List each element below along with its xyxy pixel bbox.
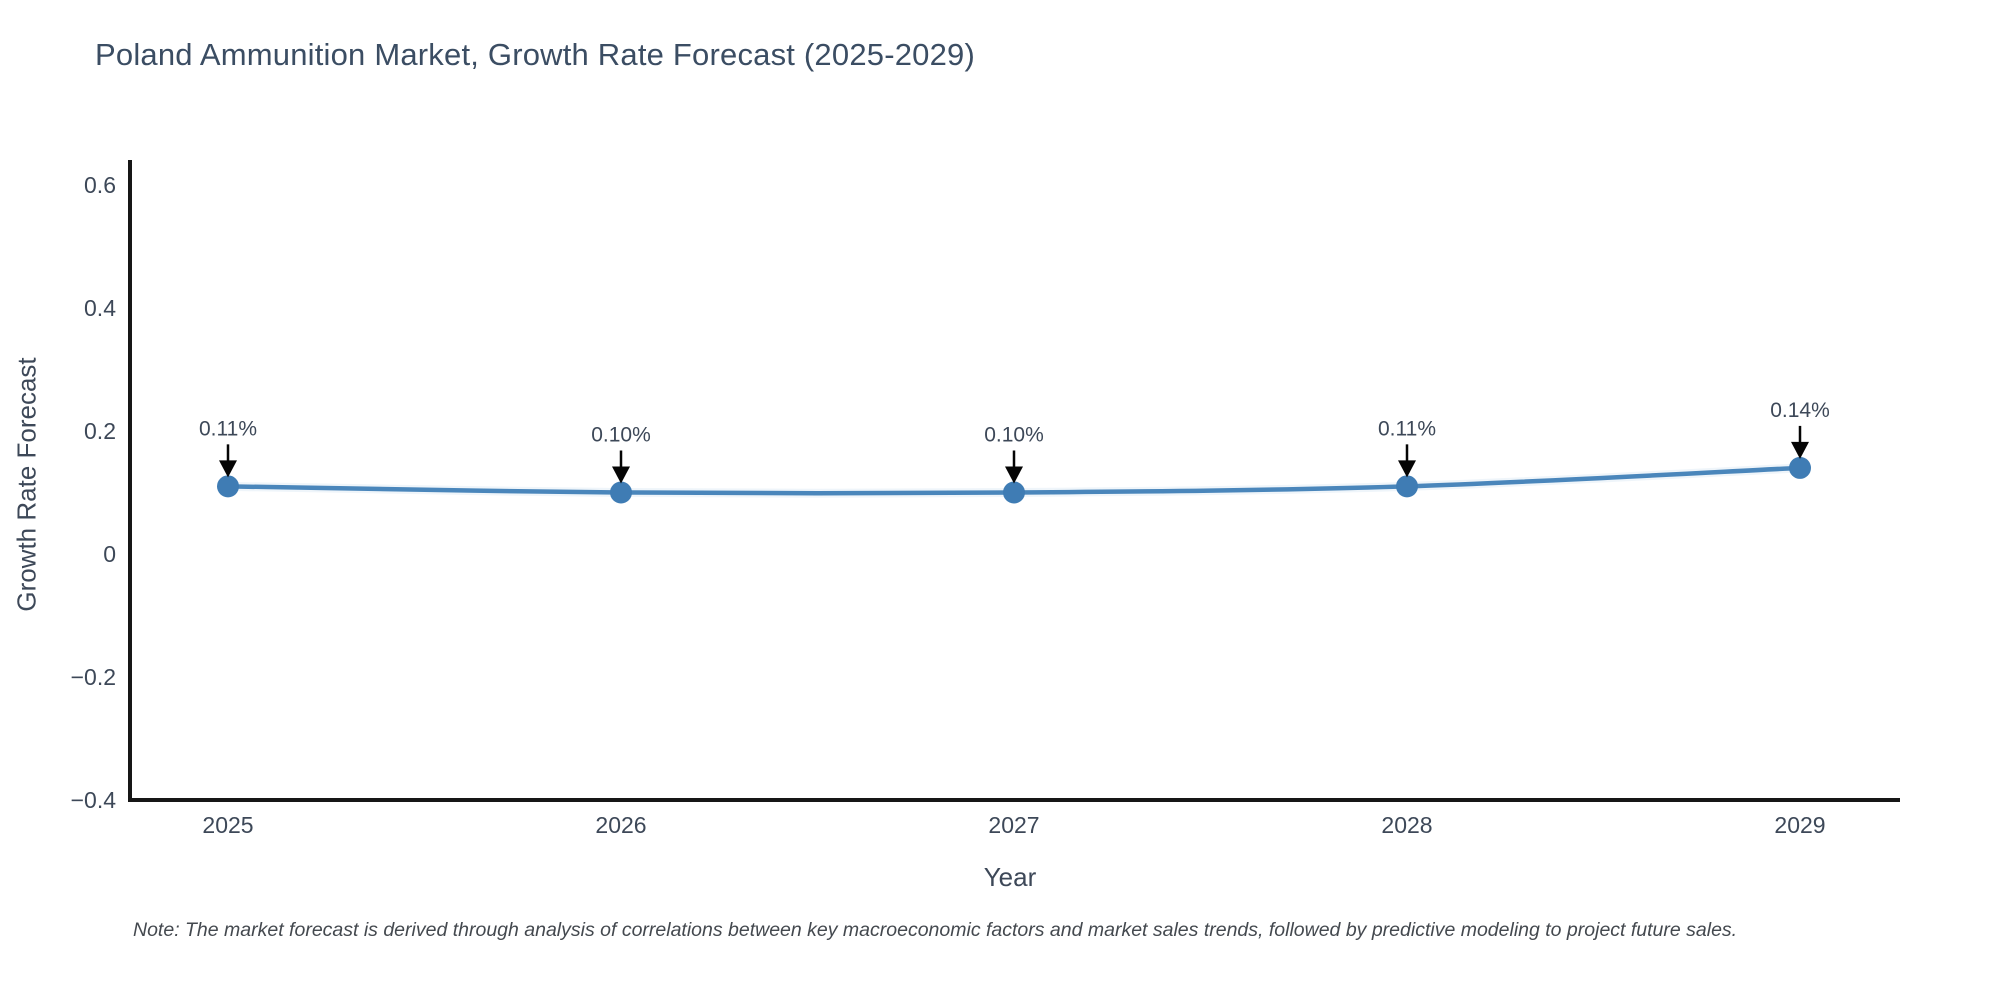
- data-point-marker: [610, 481, 632, 504]
- data-point-marker: [1396, 475, 1418, 498]
- annotation-arrow-head: [1791, 441, 1809, 459]
- annotation-arrow-head: [1398, 460, 1416, 478]
- data-point-label: 0.10%: [984, 424, 1044, 447]
- x-axis-title: Year: [983, 862, 1037, 892]
- data-point-marker: [1003, 481, 1025, 504]
- chart-title: Poland Ammunition Market, Growth Rate Fo…: [95, 37, 976, 72]
- y-tick-label: 0.4: [84, 295, 116, 321]
- data-point-label: 0.11%: [1378, 417, 1436, 440]
- data-point-label: 0.10%: [591, 424, 651, 447]
- data-point-label: 0.11%: [199, 417, 257, 440]
- x-tick-label: 2028: [1381, 812, 1432, 838]
- axis-lines: [128, 160, 1900, 802]
- y-tick-label: −0.2: [71, 664, 116, 690]
- annotation-arrow-head: [1005, 466, 1023, 484]
- y-tick-label: 0: [103, 541, 116, 567]
- y-tick-label: 0.2: [84, 418, 116, 444]
- data-point-marker: [1789, 456, 1811, 479]
- x-tick-label: 2027: [988, 812, 1039, 838]
- annotation-arrow-head: [612, 466, 630, 484]
- x-tick-label: 2025: [202, 812, 253, 838]
- x-tick-label: 2026: [595, 812, 646, 838]
- footnote: Note: The market forecast is derived thr…: [133, 919, 1738, 941]
- y-tick-label: −0.4: [71, 787, 117, 813]
- data-point-label: 0.14%: [1770, 399, 1830, 422]
- x-tick-label: 2029: [1774, 812, 1825, 838]
- data-point-marker: [217, 475, 239, 498]
- annotation-arrow-head: [219, 460, 237, 478]
- y-tick-label: 0.6: [84, 172, 116, 198]
